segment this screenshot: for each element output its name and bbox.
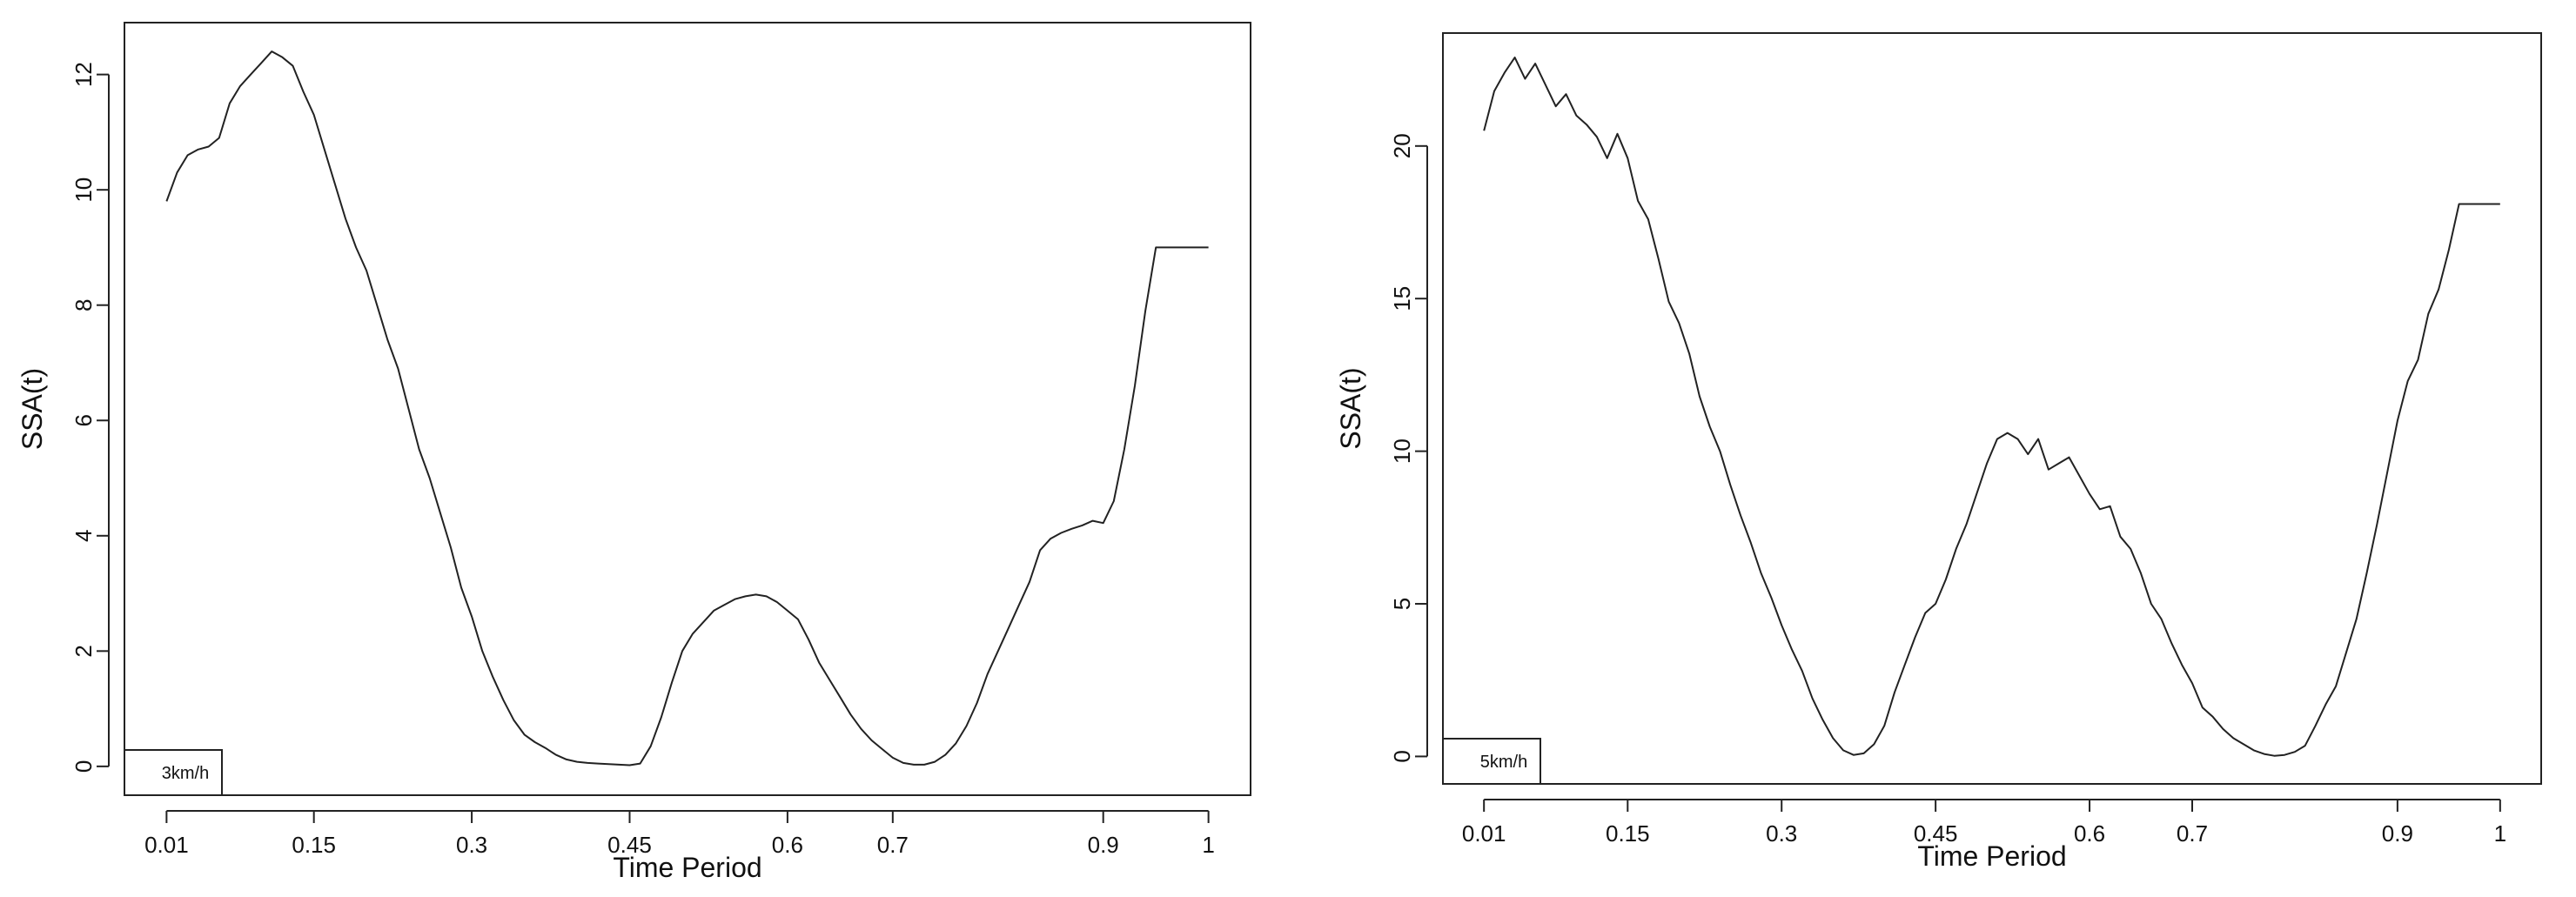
x-tick-label: 0.01 xyxy=(144,832,189,858)
x-tick-label: 1 xyxy=(2494,820,2506,847)
x-tick-label: 1 xyxy=(1202,832,1214,858)
x-tick-label: 0.01 xyxy=(1462,820,1506,847)
x-axis-title: Time Period xyxy=(1917,840,2066,872)
y-tick-label: 4 xyxy=(70,530,97,542)
x-tick-label: 0.6 xyxy=(772,832,803,858)
y-tick-label: 20 xyxy=(1389,133,1415,158)
x-tick-label: 0.9 xyxy=(1088,832,1119,858)
legend-box xyxy=(1442,738,1541,785)
y-tick-label: 6 xyxy=(70,414,97,426)
x-tick-label: 0.3 xyxy=(456,832,487,858)
y-tick-label: 10 xyxy=(70,177,97,203)
x-tick-label: 0.7 xyxy=(877,832,909,858)
y-tick-label: 2 xyxy=(70,645,97,657)
legend-box xyxy=(124,749,223,796)
x-tick-label: 0.15 xyxy=(292,832,336,858)
y-tick-label: 8 xyxy=(70,298,97,311)
series-line xyxy=(1483,57,2500,757)
x-tick-label: 0.9 xyxy=(2382,820,2413,847)
x-tick-label: 0.7 xyxy=(2177,820,2208,847)
x-tick-label: 0.3 xyxy=(1766,820,1797,847)
legend-label: 3km/h xyxy=(162,764,209,783)
y-tick-label: 0 xyxy=(1389,750,1415,762)
plot-frame xyxy=(1442,32,2542,785)
series-line xyxy=(165,50,1209,766)
x-tick-label: 0.45 xyxy=(1914,820,1958,847)
x-axis-title: Time Period xyxy=(613,852,761,883)
y-axis-title: SSA(t) xyxy=(1335,367,1366,449)
y-tick-label: 12 xyxy=(70,62,97,87)
y-tick-label: 5 xyxy=(1389,598,1415,610)
plot-frame xyxy=(124,22,1251,796)
y-axis-title: SSA(t) xyxy=(17,368,48,450)
y-tick-label: 15 xyxy=(1389,286,1415,311)
y-tick-label: 10 xyxy=(1389,438,1415,464)
x-tick-label: 0.45 xyxy=(607,832,652,858)
y-tick-label: 0 xyxy=(70,760,97,773)
x-tick-label: 0.15 xyxy=(1606,820,1650,847)
x-tick-label: 0.6 xyxy=(2074,820,2105,847)
legend-label: 5km/h xyxy=(1480,753,1527,772)
